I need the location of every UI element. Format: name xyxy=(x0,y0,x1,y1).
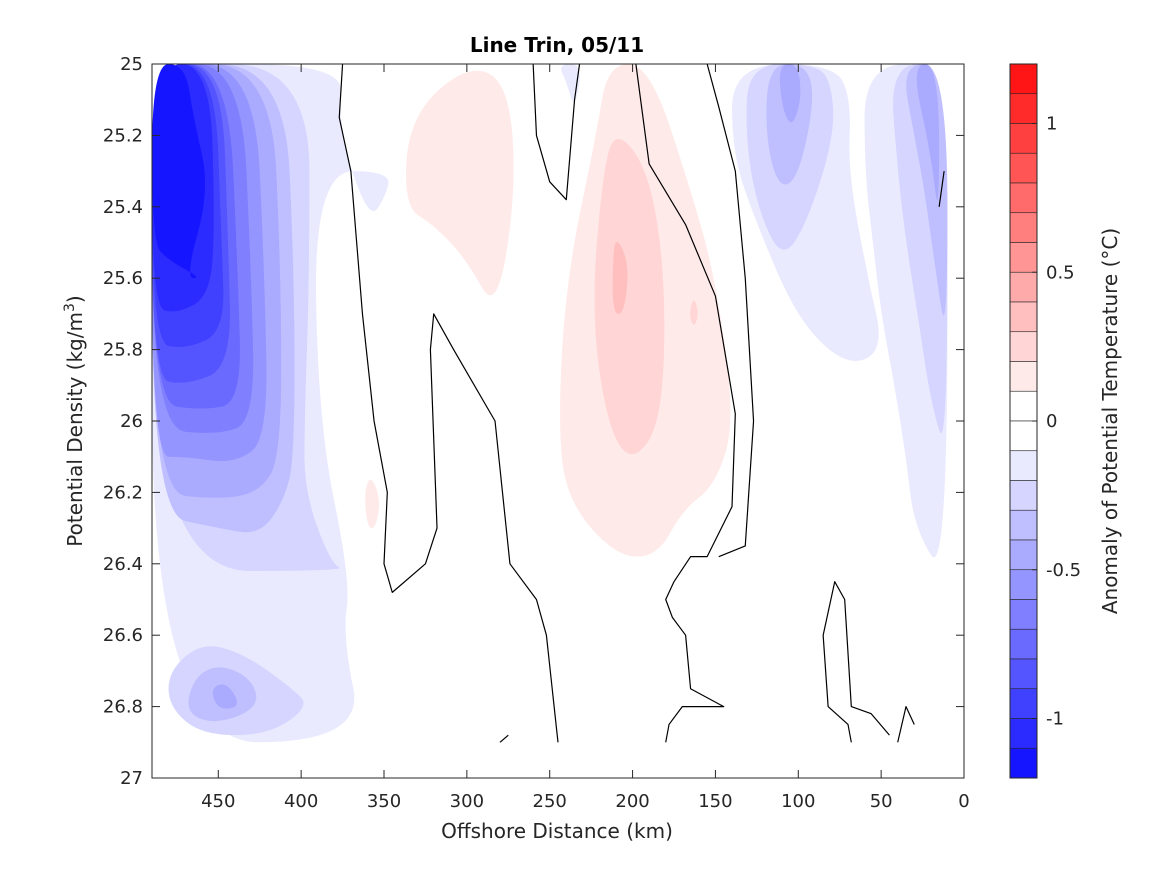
colorbar-cell xyxy=(1009,509,1038,541)
x-tick-label: 0 xyxy=(958,791,969,812)
y-axis-label-superscript: 3 xyxy=(62,303,78,312)
colorbar-cell xyxy=(1009,361,1038,392)
colorbar-cell xyxy=(1009,212,1038,243)
colorbar-tick-label: 0.5 xyxy=(1046,262,1075,283)
x-tick-label: 250 xyxy=(533,791,567,812)
x-tick-label: 200 xyxy=(615,791,649,812)
colorbar-cell xyxy=(1009,718,1038,749)
contour-region xyxy=(612,242,628,314)
y-tick-label: 26.4 xyxy=(103,554,143,575)
colorbar-cells xyxy=(1009,63,1038,779)
colorbar: 1 0.5 0 -0.5 -1 xyxy=(1009,63,1081,779)
colorbar-cell xyxy=(1009,301,1038,333)
colorbar-cell xyxy=(1009,688,1038,719)
contour-region xyxy=(365,479,380,529)
colorbar-cell xyxy=(1009,152,1038,184)
zero-contour-line xyxy=(706,64,755,558)
y-tick-label: 25.2 xyxy=(103,125,143,146)
colorbar-cell xyxy=(1009,63,1038,95)
zero-contour-line xyxy=(897,705,915,743)
x-axis-label: Offshore Distance (km) xyxy=(441,819,673,843)
y-tick-label: 27 xyxy=(120,768,143,789)
colorbar-cell xyxy=(1009,658,1038,690)
contour-region xyxy=(152,64,206,279)
y-tick-label: 26.2 xyxy=(103,482,143,503)
colorbar-cell xyxy=(1009,331,1038,362)
y-tick-label: 25.4 xyxy=(103,197,143,218)
contour-region xyxy=(690,300,698,325)
x-tick-label: 150 xyxy=(698,791,732,812)
colorbar-cell xyxy=(1009,539,1038,571)
x-tick-label: 450 xyxy=(201,791,235,812)
zero-contour-lines xyxy=(338,64,945,743)
zero-contour-line xyxy=(938,171,945,207)
contour-region xyxy=(594,138,665,455)
colorbar-cell xyxy=(1009,628,1038,660)
colorbar-cell xyxy=(1009,123,1038,154)
colorbar-cell xyxy=(1009,93,1038,124)
colorbar-label: Anomaly of Potential Temperature (°C) xyxy=(1098,228,1122,614)
colorbar-cell xyxy=(1009,747,1038,779)
y-tick-label: 26.8 xyxy=(103,697,143,718)
x-tick-label: 100 xyxy=(781,791,815,812)
colorbar-cell xyxy=(1009,480,1038,511)
plot-frame xyxy=(151,63,965,779)
x-tick-label: 350 xyxy=(367,791,401,812)
y-tick-labels: 25 25.2 25.4 25.6 25.8 26 26.2 26.4 26.6 26.8 27 xyxy=(103,54,143,789)
colorbar-cell xyxy=(1009,390,1038,422)
colorbar-cell xyxy=(1009,420,1038,452)
x-tick-label: 300 xyxy=(450,791,484,812)
zero-contour-line xyxy=(499,734,509,743)
y-axis-label-main: Potential Density (kg/m xyxy=(63,312,87,547)
colorbar-cell xyxy=(1009,182,1038,214)
y-axis-label-end: ) xyxy=(63,295,87,303)
contour-region xyxy=(779,64,801,123)
colorbar-cell xyxy=(1009,599,1038,630)
zero-contour-line xyxy=(532,64,581,201)
colorbar-cell xyxy=(1009,569,1038,600)
chart-title: Line Trin, 05/11 xyxy=(470,33,644,57)
zero-contour-line xyxy=(338,64,559,743)
colorbar-cell xyxy=(1009,450,1038,481)
colorbar-tick-label: -1 xyxy=(1046,709,1064,730)
x-tick-label: 50 xyxy=(870,791,893,812)
colorbar-ticks: 1 0.5 0 -0.5 -1 xyxy=(1032,114,1081,730)
colorbar-tick-label: -0.5 xyxy=(1046,560,1081,581)
y-tick-label: 25.6 xyxy=(103,268,143,289)
contour-region xyxy=(916,64,940,200)
contour-region xyxy=(406,70,514,296)
y-tick-label: 26 xyxy=(120,411,143,432)
zero-contour-line xyxy=(635,64,736,743)
zero-contour-line xyxy=(822,581,890,743)
x-tick-labels: 450 400 350 300 250 200 150 100 50 0 xyxy=(201,791,970,812)
x-tick-label: 400 xyxy=(284,791,318,812)
y-axis-label: Potential Density (kg/m3) xyxy=(62,295,87,546)
contour-region xyxy=(212,684,237,709)
filled-contours xyxy=(152,64,948,743)
contour-region xyxy=(766,64,813,185)
colorbar-cell xyxy=(1009,242,1038,273)
plot-area xyxy=(151,63,965,779)
colorbar-tick-label: 1 xyxy=(1046,114,1057,135)
colorbar-cell xyxy=(1009,271,1038,303)
y-tick-label: 25.8 xyxy=(103,340,143,361)
colorbar-tick-label: 0 xyxy=(1046,411,1057,432)
y-tick-label: 25 xyxy=(120,54,143,75)
y-tick-label: 26.6 xyxy=(103,625,143,646)
